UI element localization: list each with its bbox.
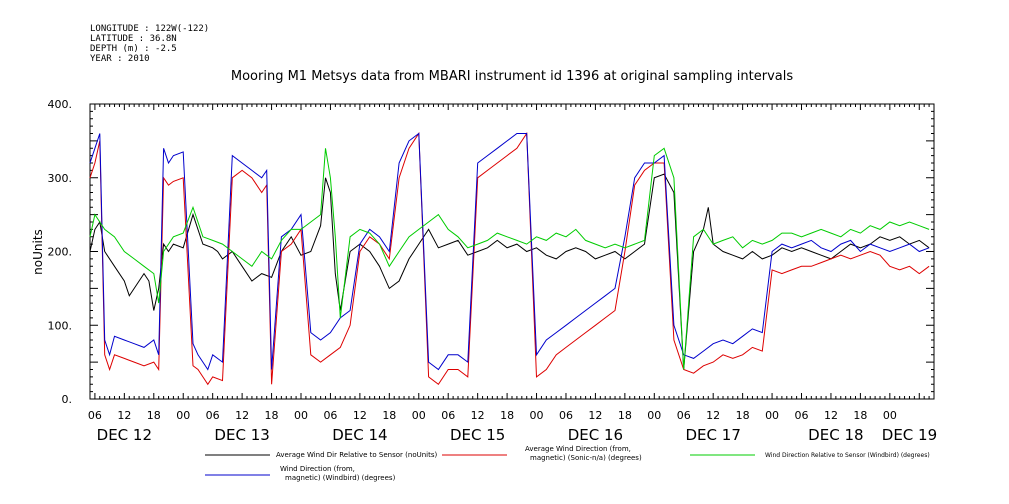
x-date-label: DEC 16 <box>568 426 623 444</box>
y-tick-label: 0. <box>62 393 73 406</box>
y-tick-label: 300. <box>48 172 73 185</box>
series-line-1 <box>89 131 930 386</box>
chart-title: Mooring M1 Metsys data from MBARI instru… <box>231 69 793 84</box>
x-tick-label: 18 <box>736 409 750 422</box>
legend: Average Wind Dir Relative to Sensor (noU… <box>205 445 930 482</box>
x-tick-label: 18 <box>853 409 867 422</box>
series-line-3 <box>89 132 930 371</box>
year-label: YEAR : 2010 <box>90 54 150 64</box>
x-tick-label: 12 <box>235 409 249 422</box>
x-date-label: DEC 17 <box>686 426 741 444</box>
x-tick-label: 06 <box>677 409 691 422</box>
y-tick-label: 200. <box>48 246 73 259</box>
x-tick-label: 12 <box>353 409 367 422</box>
x-tick-label: 18 <box>382 409 396 422</box>
x-tick-label: 18 <box>500 409 514 422</box>
latitude-label: LATITUDE : 36.8N <box>90 34 177 44</box>
x-tick-label: 00 <box>765 409 779 422</box>
x-tick-label: 00 <box>647 409 661 422</box>
legend-label-series-2: Wind Direction Relative to Sensor (Windb… <box>765 452 930 459</box>
x-date-label: DEC 13 <box>214 426 269 444</box>
series-line-0 <box>89 173 930 370</box>
y-tick-label: 400. <box>48 98 73 111</box>
axis-ticks <box>89 103 935 400</box>
legend-label-series-0: Average Wind Dir Relative to Sensor (noU… <box>276 451 437 459</box>
x-tick-label: 12 <box>588 409 602 422</box>
x-tick-label: 00 <box>176 409 190 422</box>
series-lines <box>89 131 930 386</box>
x-date-label: DEC 12 <box>97 426 152 444</box>
series-line-2 <box>89 147 930 370</box>
x-tick-label: 06 <box>323 409 337 422</box>
x-tick-label: 06 <box>441 409 455 422</box>
x-date-label: DEC 18 <box>808 426 863 444</box>
x-tick-label: 06 <box>559 409 573 422</box>
legend-label-series-1: Average Wind Direction (from, magnetic) … <box>525 445 642 462</box>
x-tick-label: 00 <box>412 409 426 422</box>
x-tick-label: 18 <box>265 409 279 422</box>
x-tick-label: 00 <box>294 409 308 422</box>
x-tick-label: 06 <box>206 409 220 422</box>
x-axis-tick-labels: 06 12 18 00 06 12 18 00 06 12 18 00 06 12 18 00 06 12 18 00… <box>88 409 897 422</box>
x-tick-label: 18 <box>618 409 632 422</box>
x-tick-label: 00 <box>530 409 544 422</box>
longitude-label: LONGITUDE : 122W(-122) <box>90 24 209 34</box>
y-axis-tick-labels: 0. 100. 200. 300. 400. <box>48 98 73 406</box>
y-axis-label: noUnits <box>31 229 45 275</box>
x-tick-label: 12 <box>117 409 131 422</box>
x-date-label: DEC 19 <box>882 426 937 444</box>
x-date-label: DEC 15 <box>450 426 505 444</box>
x-tick-label: 18 <box>147 409 161 422</box>
x-tick-label: 06 <box>88 409 102 422</box>
x-axis-date-labels: DEC 12 DEC 13 DEC 14 DEC 15 DEC 16 DEC 17 DEC … <box>97 426 937 444</box>
x-tick-label: 12 <box>706 409 720 422</box>
y-tick-label: 100. <box>48 319 73 332</box>
x-date-label: DEC 14 <box>332 426 387 444</box>
x-tick-label: 00 <box>883 409 897 422</box>
depth-label: DEPTH (m) : -2.5 <box>90 44 177 54</box>
x-tick-label: 06 <box>795 409 809 422</box>
x-tick-label: 12 <box>471 409 485 422</box>
x-tick-label: 12 <box>824 409 838 422</box>
plot-frame <box>89 103 935 400</box>
legend-label-series-3: Wind Direction (from, magnetic) (Windbir… <box>280 465 396 482</box>
